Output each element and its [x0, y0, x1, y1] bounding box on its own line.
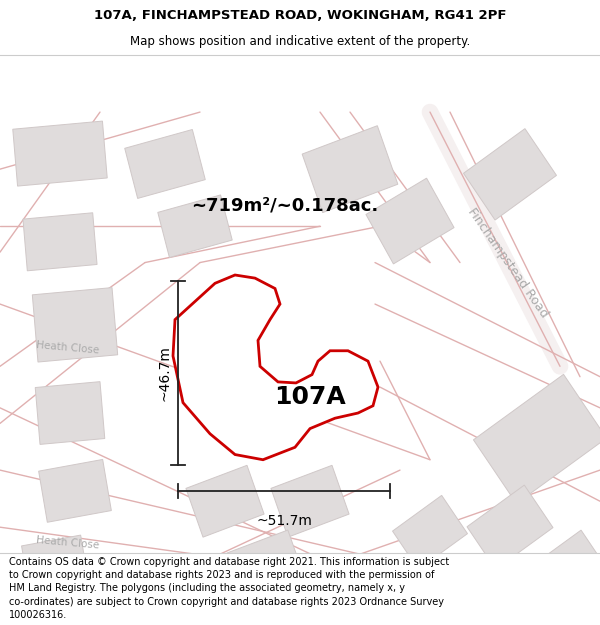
Text: 107A, FINCHAMPSTEAD ROAD, WOKINGHAM, RG41 2PF: 107A, FINCHAMPSTEAD ROAD, WOKINGHAM, RG4… [94, 9, 506, 22]
Polygon shape [38, 459, 112, 522]
Polygon shape [467, 485, 553, 569]
Text: Heath Close: Heath Close [36, 340, 100, 356]
Text: Finchampstead Road: Finchampstead Road [465, 205, 551, 320]
Polygon shape [186, 466, 264, 537]
Polygon shape [32, 288, 118, 362]
Text: Heath Close: Heath Close [36, 535, 100, 551]
Text: 107A: 107A [274, 386, 346, 409]
Polygon shape [23, 213, 97, 271]
Text: ~719m²/~0.178ac.: ~719m²/~0.178ac. [191, 196, 379, 214]
Polygon shape [366, 178, 454, 264]
Polygon shape [227, 530, 303, 597]
Text: ~51.7m: ~51.7m [256, 514, 312, 528]
Text: 100026316.: 100026316. [9, 610, 67, 620]
Text: ~46.7m: ~46.7m [157, 345, 171, 401]
Polygon shape [35, 382, 105, 444]
Text: Contains OS data © Crown copyright and database right 2021. This information is : Contains OS data © Crown copyright and d… [9, 557, 449, 567]
Polygon shape [392, 496, 467, 569]
Polygon shape [302, 126, 398, 213]
Polygon shape [158, 195, 232, 258]
Text: to Crown copyright and database rights 2023 and is reproduced with the permissio: to Crown copyright and database rights 2… [9, 570, 434, 580]
Polygon shape [536, 530, 600, 597]
Polygon shape [13, 121, 107, 186]
Polygon shape [22, 535, 88, 592]
Polygon shape [271, 466, 349, 537]
Polygon shape [125, 129, 205, 198]
Text: HM Land Registry. The polygons (including the associated geometry, namely x, y: HM Land Registry. The polygons (includin… [9, 583, 405, 593]
Text: co-ordinates) are subject to Crown copyright and database rights 2023 Ordnance S: co-ordinates) are subject to Crown copyr… [9, 597, 444, 607]
Polygon shape [173, 275, 378, 460]
Text: Map shows position and indicative extent of the property.: Map shows position and indicative extent… [130, 35, 470, 48]
Polygon shape [473, 374, 600, 504]
Polygon shape [464, 129, 556, 220]
